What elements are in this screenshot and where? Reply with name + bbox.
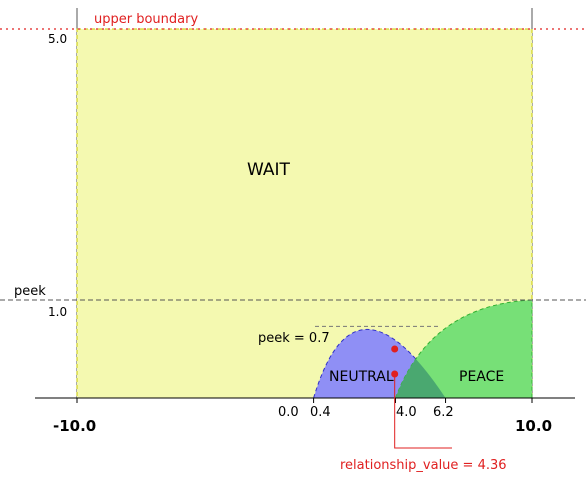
peek-value-label: peek = 0.7 xyxy=(258,331,330,346)
relationship-leader-line xyxy=(394,398,452,449)
x-tick-label-peace-start: 4.0 xyxy=(396,405,417,420)
x-tick-label-right: 10.0 xyxy=(515,417,552,435)
wait-region-label: WAIT xyxy=(247,160,291,180)
y-tick-label-ref: 1.0 xyxy=(48,305,67,319)
peek-label: peek xyxy=(14,284,46,299)
x-tick-label-left: -10.0 xyxy=(53,417,96,435)
peace-region-label: PEACE xyxy=(459,369,504,385)
x-tick-label-zero: 0.0 xyxy=(278,405,299,420)
relationship-value-label: relationship_value = 4.36 xyxy=(340,458,507,473)
peace-membership-point xyxy=(391,370,399,378)
neutral-region-label: NEUTRAL xyxy=(329,369,394,385)
y-tick-label-top: 5.0 xyxy=(48,32,67,46)
x-tick-label-neutral-end: 6.2 xyxy=(433,405,454,420)
x-tick-label-neutral-start: 0.4 xyxy=(310,405,331,420)
upper-boundary-label: upper boundary xyxy=(94,12,198,27)
neutral-membership-point xyxy=(391,345,399,353)
peace-region xyxy=(394,299,533,399)
